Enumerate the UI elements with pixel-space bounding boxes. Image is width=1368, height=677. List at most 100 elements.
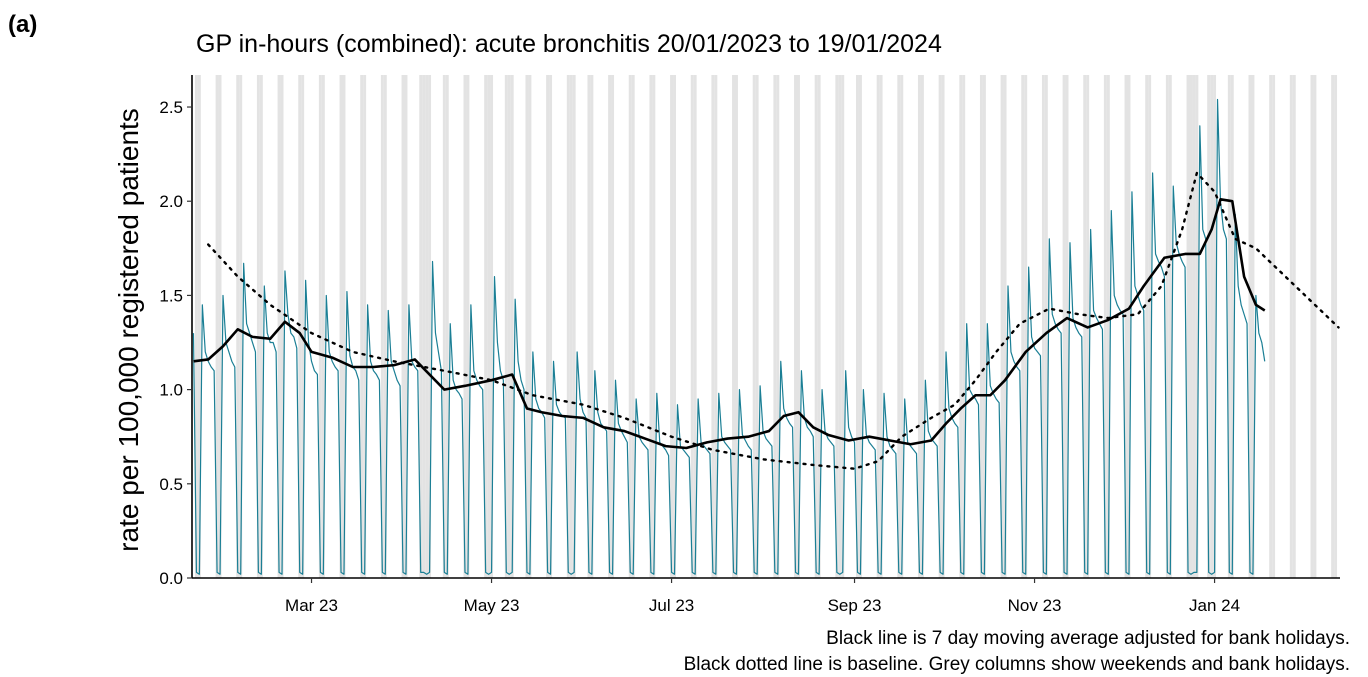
x-tick-label: Jan 24 (1189, 596, 1240, 615)
y-axis-label: rate per 100,000 registered patients (113, 108, 144, 552)
shaded-column (590, 75, 594, 578)
shaded-column (546, 75, 550, 578)
shaded-column (959, 75, 963, 578)
shaded-column (380, 75, 384, 578)
shaded-column (490, 75, 494, 578)
shaded-column (735, 75, 738, 578)
shaded-column (256, 75, 260, 578)
shaded-column (321, 75, 325, 578)
shaded-column (817, 75, 821, 578)
shaded-column (1230, 75, 1234, 578)
shaded-column (673, 75, 676, 578)
shaded-column (752, 75, 756, 578)
x-tick-label: Sep 23 (828, 596, 882, 615)
shaded-column (1248, 75, 1252, 578)
chart-title: GP in-hours (combined): acute bronchitis… (196, 30, 942, 58)
shaded-column (608, 75, 612, 578)
shaded-column (920, 75, 924, 578)
plot-area (192, 98, 1340, 575)
shaded-column (711, 75, 715, 578)
shaded-column (507, 75, 511, 578)
shaded-column (1213, 75, 1217, 578)
shading (194, 75, 1338, 578)
shaded-column (1186, 75, 1190, 578)
shaded-column (419, 75, 423, 578)
shaded-column (1269, 75, 1273, 578)
series-line (193, 198, 1266, 450)
shaded-column (794, 75, 797, 578)
footnote: Black line is 7 day moving average adjus… (826, 628, 1350, 649)
shaded-column (1124, 75, 1128, 578)
shaded-column (1145, 75, 1149, 578)
shaded-column (755, 75, 759, 578)
shaded-column (941, 75, 945, 578)
shaded-column (776, 75, 780, 578)
shaded-column (487, 75, 491, 578)
shaded-column (298, 75, 302, 578)
y-tick-label: 0.5 (159, 475, 183, 494)
shaded-column (587, 75, 591, 578)
shaded-column (363, 75, 367, 578)
shaded-column (1192, 75, 1196, 578)
shaded-column (856, 75, 859, 578)
shaded-column (1000, 75, 1004, 578)
shaded-column (732, 75, 736, 578)
shaded-column (466, 75, 470, 578)
shaded-column (962, 75, 966, 578)
shaded-column (1021, 75, 1025, 578)
shaded-column (401, 75, 405, 578)
shaded-column (690, 75, 694, 578)
shaded-column (1041, 75, 1045, 578)
shaded-column (1103, 75, 1107, 578)
shaded-column (982, 75, 986, 578)
shaded-column (566, 75, 570, 578)
shaded-column (1313, 75, 1317, 578)
shaded-column (236, 75, 240, 578)
shaded-column (835, 75, 839, 578)
y-tick-label: 0.0 (159, 569, 183, 588)
shaded-column (549, 75, 553, 578)
x-tick-label: Jul 23 (649, 596, 694, 615)
shaded-column (1065, 75, 1069, 578)
shaded-column (1207, 75, 1211, 578)
shaded-column (979, 75, 983, 578)
y-tick-label: 1.0 (159, 381, 183, 400)
shaded-column (569, 75, 573, 578)
shaded-column (631, 75, 635, 578)
shaded-column (1044, 75, 1048, 578)
shaded-column (879, 75, 883, 578)
shaded-column (900, 75, 904, 578)
x-tick-label: May 23 (464, 596, 520, 615)
shaded-column (218, 75, 222, 578)
shaded-column (841, 75, 845, 578)
shaded-column (445, 75, 449, 578)
shaded-column (422, 75, 426, 578)
shaded-column (838, 75, 842, 578)
shaded-column (1331, 75, 1335, 578)
shaded-column (1062, 75, 1066, 578)
shaded-column (938, 75, 942, 578)
shaded-column (504, 75, 508, 578)
shaded-column (714, 75, 718, 578)
shaded-column (917, 75, 921, 578)
shaded-column (876, 75, 880, 578)
shaded-column (1272, 75, 1276, 578)
shaded-column (525, 75, 529, 578)
shaded-column (670, 75, 674, 578)
shaded-column (1334, 75, 1338, 578)
shaded-column (1310, 75, 1314, 578)
shaded-column (611, 75, 615, 578)
shaded-column (693, 75, 697, 578)
shaded-column (628, 75, 632, 578)
shaded-column (649, 75, 653, 578)
shaded-column (1227, 75, 1231, 578)
shaded-column (572, 75, 576, 578)
shaded-column (1289, 75, 1293, 578)
shaded-column (773, 75, 777, 578)
shaded-column (339, 75, 343, 578)
shaded-column (428, 75, 432, 578)
shaded-column (1106, 75, 1110, 578)
shaded-column (1148, 75, 1152, 578)
shaded-column (1127, 75, 1131, 578)
